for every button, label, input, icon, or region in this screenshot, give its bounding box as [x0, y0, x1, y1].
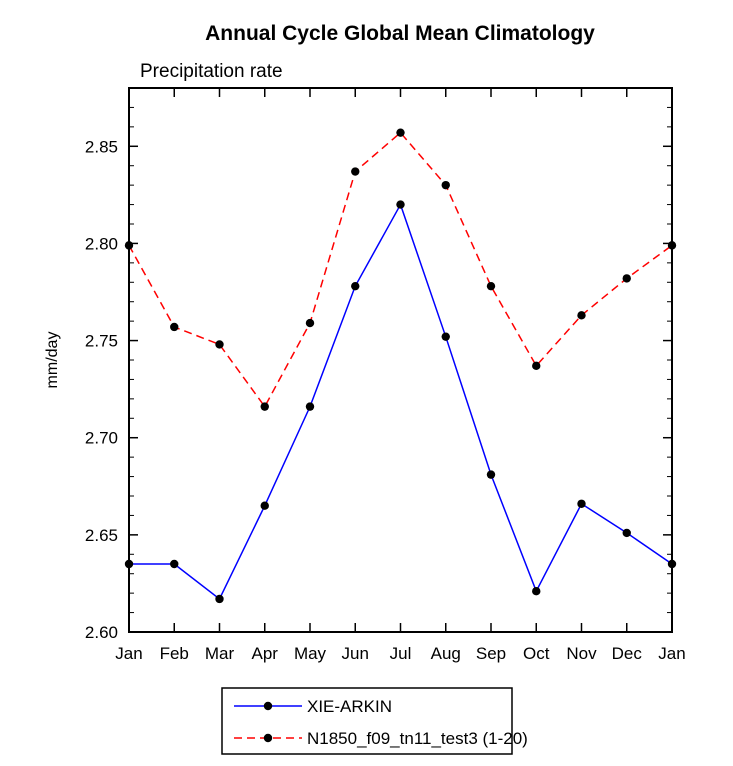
legend-label-series-2: N1850_f09_tn11_test3 (1-20) — [307, 729, 528, 748]
x-tick-label: Mar — [205, 644, 235, 663]
data-point — [532, 587, 541, 596]
data-point — [170, 322, 179, 332]
data-point — [622, 528, 631, 538]
legend: XIE-ARKIN N1850_f09_tn11_test3 (1-20) — [221, 687, 528, 755]
data-point — [215, 340, 224, 349]
x-tick-label: Apr — [252, 644, 279, 663]
data-point — [215, 594, 224, 604]
data-point — [170, 559, 179, 569]
data-point — [124, 241, 134, 250]
data-point — [124, 559, 134, 569]
data-point — [305, 402, 315, 411]
data-point — [396, 128, 405, 137]
y-tick-label: 2.70 — [85, 429, 118, 448]
data-point — [532, 361, 541, 371]
data-point — [667, 241, 677, 250]
x-tick-label: Jun — [342, 644, 369, 663]
data-point — [351, 281, 360, 291]
y-tick-label: 2.75 — [85, 332, 118, 351]
data-point — [396, 200, 405, 209]
data-point — [305, 318, 315, 328]
plot-area: Jan Feb Mar Apr May Jun Jul Aug Sep Oct Nov Dec Jan 2… — [85, 87, 686, 663]
data-point — [622, 274, 631, 283]
plot-frame — [128, 87, 673, 633]
x-tick-label: Feb — [160, 644, 189, 663]
chart-title: Annual Cycle Global Mean Climatology — [205, 22, 595, 45]
y-axis-label: mm/day — [44, 332, 61, 389]
x-tick-label: Nov — [566, 644, 597, 663]
x-tick-label: Jul — [390, 644, 412, 663]
x-tick-label: Oct — [523, 644, 550, 663]
legend-marker-icon — [263, 733, 273, 743]
y-tick-label: 2.85 — [85, 137, 118, 156]
y-tick-label: 2.60 — [85, 623, 118, 642]
y-tick-label: 2.80 — [85, 234, 118, 253]
x-tick-label: Dec — [612, 644, 643, 663]
data-point — [260, 402, 269, 411]
legend-box — [221, 687, 513, 755]
x-tick-label: Jan — [115, 644, 142, 663]
y-tick-label: 2.65 — [85, 526, 118, 545]
series-line-0 — [129, 202, 673, 601]
x-tick-label: Aug — [431, 644, 461, 663]
x-tick-label: May — [294, 644, 327, 663]
x-tick-label: Jan — [658, 644, 685, 663]
data-point — [441, 332, 450, 341]
legend-label-series-1: XIE-ARKIN — [307, 697, 392, 716]
x-tick-label: Sep — [476, 644, 506, 663]
data-point — [486, 470, 496, 479]
data-point — [351, 167, 360, 176]
series-line-1 — [128, 131, 673, 409]
data-point — [577, 311, 586, 320]
data-point — [260, 501, 269, 510]
data-point — [441, 180, 450, 190]
legend-marker-icon — [263, 701, 273, 711]
data-point — [667, 559, 677, 569]
chart-subtitle: Precipitation rate — [140, 61, 283, 82]
data-point — [577, 499, 586, 508]
data-point — [486, 281, 496, 291]
